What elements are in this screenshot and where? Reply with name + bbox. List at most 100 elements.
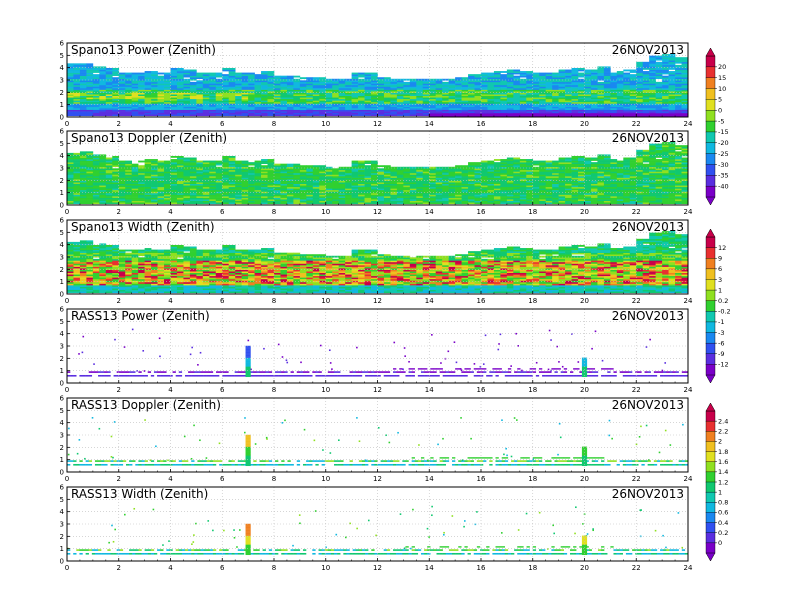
heatmap-cell — [468, 74, 475, 76]
heatmap-cell — [131, 88, 139, 90]
heatmap-cell — [105, 71, 113, 73]
heatmap-cell — [92, 95, 100, 98]
heatmap-cell — [261, 109, 268, 112]
heatmap-cell — [241, 74, 249, 76]
heatmap-cell — [67, 64, 74, 67]
heatmap-cell — [92, 101, 100, 104]
heatmap-cell — [118, 111, 126, 113]
heatmap-cell — [151, 72, 158, 75]
heatmap-cell — [254, 84, 262, 87]
heatmap-cell — [222, 89, 230, 92]
heatmap-cell — [545, 113, 553, 117]
heatmap-cell — [235, 81, 242, 84]
x-tick-label: 14 — [425, 120, 434, 128]
heatmap-cell — [79, 75, 87, 78]
heatmap-cell — [267, 71, 275, 73]
heatmap-cell — [118, 104, 126, 107]
heatmap-cell — [228, 74, 236, 76]
heatmap-cell — [183, 109, 191, 112]
heatmap-cell — [151, 94, 158, 97]
heatmap-cell — [241, 112, 249, 115]
heatmap-cell — [261, 92, 268, 95]
heatmap-cell — [144, 89, 152, 92]
heatmap-cell — [222, 77, 230, 80]
heatmap-cell — [99, 103, 107, 106]
heatmap-cell — [125, 81, 132, 84]
heatmap-cell — [241, 94, 249, 97]
heatmap-cell — [241, 114, 249, 117]
heatmap-cell — [338, 166, 346, 169]
heatmap-cell — [99, 101, 107, 104]
heatmap-cell — [112, 111, 120, 113]
heatmap-cell — [228, 67, 236, 70]
heatmap-cell — [79, 72, 87, 75]
heatmap-cell — [86, 66, 94, 69]
heatmap-cell — [215, 88, 223, 90]
heatmap-cell — [241, 84, 249, 87]
heatmap-cell — [73, 64, 81, 67]
heatmap-cell — [235, 100, 242, 103]
heatmap-cell — [86, 77, 94, 80]
heatmap-cell — [144, 95, 152, 98]
heatmap-cell — [73, 95, 81, 98]
heatmap-cell — [222, 80, 230, 83]
heatmap-cell — [196, 88, 204, 90]
heatmap-cell — [112, 86, 120, 89]
heatmap-cell — [241, 91, 249, 93]
heatmap-cell — [170, 95, 178, 98]
heatmap-cell — [170, 78, 178, 81]
heatmap-cell — [183, 114, 191, 117]
heatmap-cell — [151, 104, 158, 107]
heatmap-cell — [202, 81, 210, 84]
heatmap-cell — [280, 163, 288, 166]
heatmap-cell — [202, 111, 210, 113]
heatmap-cell — [105, 157, 113, 160]
heatmap-cell — [138, 165, 145, 168]
heatmap-cell — [176, 92, 184, 95]
heatmap-cell — [86, 112, 94, 115]
heatmap-cell — [170, 71, 178, 73]
heatmap-cell — [222, 103, 230, 106]
heatmap-cell — [248, 111, 255, 113]
heatmap-cell — [183, 81, 191, 84]
heatmap-cell — [144, 112, 152, 115]
heatmap-cell — [248, 92, 255, 95]
heatmap-cell — [105, 100, 113, 103]
heatmap-cell — [248, 114, 255, 117]
heatmap-cell — [125, 88, 132, 90]
heatmap-cell — [202, 112, 210, 115]
x-tick-label: 8 — [272, 120, 276, 128]
heatmap-cell — [409, 78, 417, 81]
heatmap-cell — [131, 111, 139, 113]
heatmap-cell — [157, 109, 165, 112]
heatmap-cell — [138, 112, 145, 115]
heatmap-cell — [92, 78, 100, 81]
heatmap-cell — [215, 86, 223, 89]
heatmap-cell — [144, 106, 152, 109]
heatmap-cell — [92, 84, 100, 87]
heatmap-cell — [138, 78, 145, 81]
heatmap-cell — [209, 98, 217, 101]
heatmap-cell — [170, 83, 178, 86]
heatmap-cell — [202, 75, 210, 78]
heatmap-cell — [138, 98, 145, 101]
heatmap-cell — [138, 108, 145, 110]
heatmap-cell — [176, 88, 184, 90]
heatmap-cell — [157, 75, 165, 78]
heatmap-cell — [176, 103, 184, 106]
heatmap-cell — [222, 74, 230, 76]
heatmap-cell — [86, 97, 94, 100]
heatmap-cell — [261, 100, 268, 103]
heatmap-cell — [610, 72, 618, 75]
heatmap-cell — [131, 86, 139, 89]
heatmap-cell — [228, 75, 236, 78]
heatmap-cell — [170, 94, 178, 97]
heatmap-cell — [202, 109, 210, 112]
heatmap-cell — [519, 78, 527, 81]
heatmap-cell — [99, 84, 107, 87]
heatmap-cell — [248, 74, 255, 76]
heatmap-cell — [151, 91, 158, 93]
heatmap-cell — [358, 78, 365, 81]
heatmap-cell — [170, 104, 178, 107]
heatmap-cell — [67, 72, 74, 75]
